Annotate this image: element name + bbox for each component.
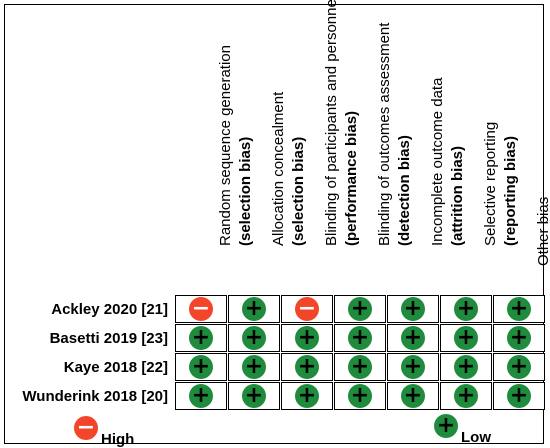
- bias-domain-label: Blinding of outcomes assessment: [376, 22, 393, 246]
- rating-cell: +: [387, 324, 439, 352]
- bias-domain-label: Other bias: [535, 196, 550, 266]
- low-risk-icon: +: [401, 355, 425, 379]
- rating-cell: +: [387, 295, 439, 323]
- low-risk-icon: +: [454, 355, 478, 379]
- low-risk-icon: +: [401, 326, 425, 350]
- low-risk-icon: +: [401, 384, 425, 408]
- low-risk-icon: +: [242, 326, 266, 350]
- low-risk-icon: +: [434, 414, 458, 438]
- column-header: Selective reporting (reporting bias): [454, 16, 519, 286]
- study-label: Wunderink 2018 [20]: [22, 388, 168, 405]
- low-risk-icon: +: [454, 326, 478, 350]
- low-risk-icon: +: [242, 384, 266, 408]
- rating-cell: +: [334, 382, 386, 410]
- legend-high-label: High: [101, 431, 135, 448]
- low-risk-icon: +: [348, 384, 372, 408]
- rating-cell: +: [387, 353, 439, 381]
- bias-domain-label: Selective reporting: [482, 121, 499, 246]
- low-risk-icon: +: [242, 297, 266, 321]
- rating-cell: +: [228, 382, 280, 410]
- low-risk-icon: +: [401, 297, 425, 321]
- study-label: Kaye 2018 [22]: [63, 359, 168, 376]
- rating-cell: +: [175, 324, 227, 352]
- bias-domain-label: Random sequence generation: [217, 45, 234, 246]
- rating-cell: +: [387, 382, 439, 410]
- rating-cell: +: [493, 382, 545, 410]
- high-risk-icon: −: [295, 297, 319, 321]
- column-header: Other bias: [507, 16, 550, 286]
- bias-domain-label: Blinding of participants and personnel: [323, 0, 340, 246]
- column-header: Allocation concealment (selection bias): [242, 16, 307, 286]
- legend-high: − High: [74, 416, 134, 448]
- low-risk-icon: +: [454, 297, 478, 321]
- rating-cell: +: [493, 353, 545, 381]
- rating-cell: +: [175, 353, 227, 381]
- low-risk-icon: +: [507, 384, 531, 408]
- rating-cell: +: [228, 295, 280, 323]
- low-risk-icon: +: [348, 326, 372, 350]
- low-risk-icon: +: [189, 384, 213, 408]
- rating-cell: +: [334, 295, 386, 323]
- column-header: Random sequence generation (selection bia…: [189, 16, 254, 286]
- study-label: Basetti 2019 [23]: [49, 330, 168, 347]
- rating-cell: +: [175, 382, 227, 410]
- high-risk-icon: −: [189, 297, 213, 321]
- rating-cell: +: [281, 324, 333, 352]
- rating-cell: +: [228, 324, 280, 352]
- low-risk-icon: +: [189, 326, 213, 350]
- low-risk-icon: +: [295, 355, 319, 379]
- low-risk-icon: +: [507, 297, 531, 321]
- bias-domain-label: Incomplete outcome data: [429, 77, 446, 246]
- rating-cell: +: [281, 353, 333, 381]
- legend-low: + Low: [434, 414, 491, 446]
- rating-cell: +: [281, 382, 333, 410]
- risk-of-bias-figure: [4, 4, 544, 444]
- column-header: Blinding of participants and personnel (p…: [295, 0, 360, 286]
- rating-cell: +: [493, 295, 545, 323]
- rating-cell: +: [440, 295, 492, 323]
- low-risk-icon: +: [507, 326, 531, 350]
- column-header: Incomplete outcome data (attrition bias): [401, 16, 466, 286]
- rating-cell: +: [493, 324, 545, 352]
- column-header: Blinding of outcomes assessment (detectio…: [348, 16, 413, 286]
- low-risk-icon: +: [507, 355, 531, 379]
- low-risk-icon: +: [348, 355, 372, 379]
- low-risk-icon: +: [348, 297, 372, 321]
- low-risk-icon: +: [295, 326, 319, 350]
- study-label: Ackley 2020 [21]: [51, 301, 168, 318]
- rating-cell: −: [281, 295, 333, 323]
- bias-domain-label: Allocation concealment: [270, 91, 287, 246]
- rating-cell: +: [334, 353, 386, 381]
- low-risk-icon: +: [189, 355, 213, 379]
- rating-cell: −: [175, 295, 227, 323]
- rating-cell: +: [440, 382, 492, 410]
- rating-cell: +: [228, 353, 280, 381]
- low-risk-icon: +: [295, 384, 319, 408]
- high-risk-icon: −: [74, 416, 98, 440]
- low-risk-icon: +: [454, 384, 478, 408]
- rating-cell: +: [440, 324, 492, 352]
- rating-cell: +: [334, 324, 386, 352]
- low-risk-icon: +: [242, 355, 266, 379]
- risk-of-bias-grid: − + − + + + + + + + + + + + + + + + + + + + + + + + + +: [175, 295, 546, 411]
- column-header-text: Other bias: [534, 197, 550, 266]
- rating-cell: +: [440, 353, 492, 381]
- legend-low-label: Low: [461, 429, 491, 446]
